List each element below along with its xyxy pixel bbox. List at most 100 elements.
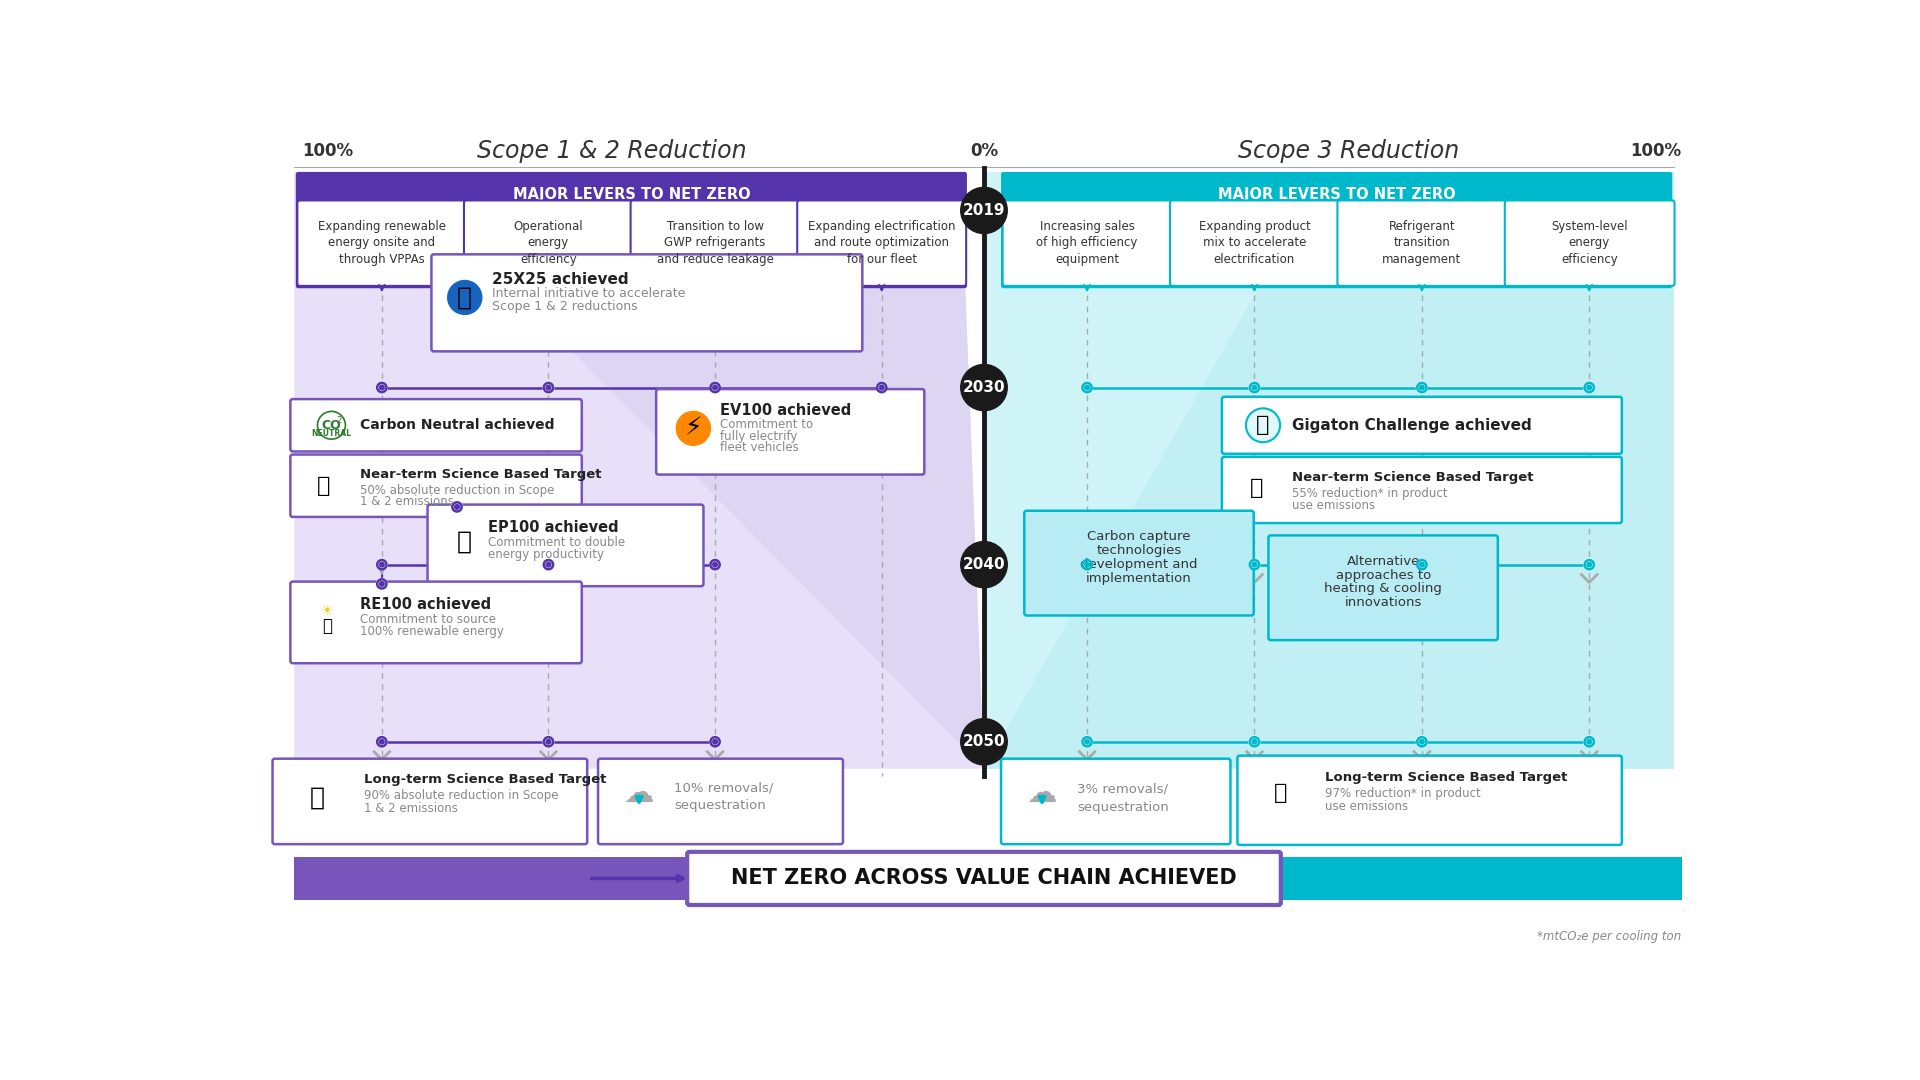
- Circle shape: [380, 582, 384, 586]
- Circle shape: [1419, 740, 1425, 744]
- Text: 2: 2: [336, 416, 342, 426]
- FancyBboxPatch shape: [687, 852, 1281, 905]
- FancyBboxPatch shape: [1338, 201, 1507, 286]
- Text: heating & cooling: heating & cooling: [1325, 582, 1442, 595]
- Circle shape: [1417, 561, 1427, 569]
- Text: ☁: ☁: [624, 779, 655, 808]
- Text: 👁: 👁: [1256, 416, 1269, 435]
- FancyBboxPatch shape: [428, 504, 703, 586]
- Circle shape: [376, 559, 388, 570]
- Circle shape: [710, 738, 720, 746]
- Text: sequestration: sequestration: [674, 799, 766, 812]
- FancyBboxPatch shape: [294, 858, 689, 900]
- Circle shape: [545, 740, 551, 744]
- Text: MAJOR LEVERS TO NET ZERO: MAJOR LEVERS TO NET ZERO: [513, 187, 751, 202]
- Text: 0%: 0%: [970, 143, 998, 160]
- Text: Carbon Neutral achieved: Carbon Neutral achieved: [361, 418, 555, 432]
- Circle shape: [1250, 383, 1260, 392]
- Text: Commitment to: Commitment to: [720, 418, 814, 431]
- Circle shape: [543, 737, 553, 747]
- Text: 2050: 2050: [962, 734, 1006, 750]
- FancyBboxPatch shape: [290, 400, 582, 451]
- Polygon shape: [983, 172, 1674, 769]
- Text: use emissions: use emissions: [1292, 499, 1375, 512]
- Text: Alternative: Alternative: [1346, 555, 1419, 568]
- Circle shape: [712, 386, 718, 390]
- Text: ⚡: ⚡: [685, 417, 703, 441]
- Circle shape: [543, 382, 553, 393]
- FancyBboxPatch shape: [290, 455, 582, 517]
- Polygon shape: [396, 172, 983, 769]
- Text: Gigaton Challenge achieved: Gigaton Challenge achieved: [1292, 418, 1532, 433]
- FancyBboxPatch shape: [290, 582, 582, 663]
- Text: implementation: implementation: [1087, 571, 1192, 584]
- Circle shape: [1252, 740, 1258, 744]
- Text: 💡: 💡: [457, 529, 472, 554]
- Circle shape: [453, 502, 461, 512]
- Text: Operational
energy
efficiency: Operational energy efficiency: [515, 220, 584, 266]
- Circle shape: [1081, 382, 1092, 393]
- Circle shape: [376, 579, 388, 590]
- Text: Near-term Science Based Target: Near-term Science Based Target: [1292, 471, 1534, 484]
- Circle shape: [1417, 382, 1427, 393]
- Circle shape: [710, 737, 720, 747]
- Text: NEUTRAL: NEUTRAL: [311, 429, 351, 438]
- Text: 10% removals/: 10% removals/: [674, 782, 774, 795]
- Circle shape: [1083, 738, 1092, 746]
- Text: 2030: 2030: [962, 380, 1006, 395]
- FancyBboxPatch shape: [1002, 201, 1173, 286]
- Circle shape: [1419, 563, 1425, 567]
- Text: fully electrify: fully electrify: [720, 430, 799, 443]
- Circle shape: [1083, 561, 1092, 569]
- Text: 1 & 2 emissions: 1 & 2 emissions: [365, 801, 457, 814]
- Circle shape: [712, 563, 718, 567]
- Circle shape: [1584, 738, 1594, 746]
- Circle shape: [451, 501, 463, 512]
- Text: 🌤: 🌤: [317, 476, 330, 496]
- Circle shape: [1417, 383, 1427, 392]
- Circle shape: [876, 382, 887, 393]
- FancyBboxPatch shape: [1221, 457, 1622, 523]
- Circle shape: [545, 563, 551, 567]
- Circle shape: [1584, 383, 1594, 392]
- FancyBboxPatch shape: [797, 201, 966, 286]
- Circle shape: [543, 561, 553, 569]
- Circle shape: [1250, 382, 1260, 393]
- Circle shape: [1252, 386, 1258, 390]
- Text: Near-term Science Based Target: Near-term Science Based Target: [361, 469, 601, 482]
- FancyBboxPatch shape: [1023, 511, 1254, 616]
- Text: RE100 achieved: RE100 achieved: [361, 597, 492, 612]
- Text: sequestration: sequestration: [1077, 800, 1169, 813]
- Circle shape: [1584, 561, 1594, 569]
- Text: 2040: 2040: [962, 557, 1006, 572]
- Circle shape: [879, 386, 883, 390]
- Circle shape: [710, 561, 720, 569]
- Circle shape: [676, 411, 710, 445]
- Text: MAJOR LEVERS TO NET ZERO: MAJOR LEVERS TO NET ZERO: [1217, 187, 1455, 202]
- FancyBboxPatch shape: [273, 758, 588, 845]
- Text: Scope 3 Reduction: Scope 3 Reduction: [1238, 139, 1459, 163]
- Text: 100%: 100%: [1630, 143, 1682, 160]
- Text: 100% renewable energy: 100% renewable energy: [361, 625, 503, 638]
- FancyBboxPatch shape: [298, 201, 467, 286]
- Text: technologies: technologies: [1096, 544, 1181, 557]
- Text: Internal initiative to accelerate: Internal initiative to accelerate: [492, 287, 685, 300]
- Text: EP100 achieved: EP100 achieved: [488, 519, 618, 535]
- FancyBboxPatch shape: [1000, 172, 1672, 288]
- Circle shape: [376, 738, 386, 746]
- Circle shape: [380, 386, 384, 390]
- Circle shape: [960, 718, 1008, 765]
- Text: Expanding electrification
and route optimization
for our fleet: Expanding electrification and route opti…: [808, 220, 956, 266]
- Text: 2019: 2019: [962, 203, 1006, 218]
- Text: Commitment to double: Commitment to double: [488, 536, 626, 549]
- FancyBboxPatch shape: [1269, 536, 1498, 640]
- Text: Transition to low
GWP refrigerants
and reduce leakage: Transition to low GWP refrigerants and r…: [657, 220, 774, 266]
- Circle shape: [1252, 563, 1258, 567]
- FancyBboxPatch shape: [657, 389, 924, 474]
- Text: 1 & 2 emissions: 1 & 2 emissions: [361, 496, 453, 509]
- FancyBboxPatch shape: [1077, 858, 1682, 900]
- Text: Increasing sales
of high efficiency
equipment: Increasing sales of high efficiency equi…: [1037, 220, 1139, 266]
- Text: 25X25 achieved: 25X25 achieved: [492, 272, 628, 287]
- Text: EV100 achieved: EV100 achieved: [720, 403, 852, 418]
- Polygon shape: [983, 172, 1674, 769]
